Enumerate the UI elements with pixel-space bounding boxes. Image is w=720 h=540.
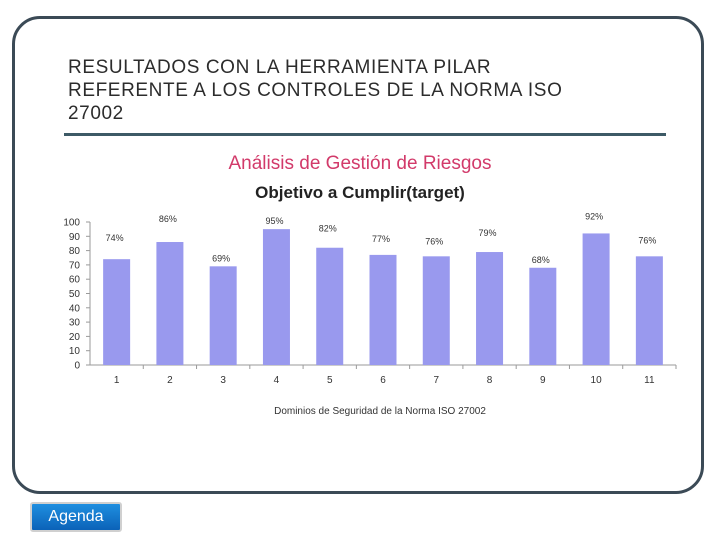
bar xyxy=(103,259,131,365)
y-tick-label: 50 xyxy=(69,289,81,300)
x-tick-label: 3 xyxy=(220,375,226,386)
data-label: 79% xyxy=(479,228,497,238)
x-tick-label: 7 xyxy=(433,375,439,386)
x-tick-label: 4 xyxy=(274,375,280,386)
bar xyxy=(156,242,184,365)
y-tick-label: 80 xyxy=(69,246,81,257)
bar xyxy=(316,247,344,365)
bar xyxy=(262,229,290,365)
y-tick-label: 10 xyxy=(69,346,81,357)
x-tick-label: 8 xyxy=(487,375,493,386)
data-label: 68% xyxy=(532,255,550,265)
title-divider xyxy=(64,133,666,136)
bar xyxy=(209,266,237,365)
y-tick-label: 20 xyxy=(69,332,81,343)
data-label: 77% xyxy=(372,234,390,244)
bar xyxy=(369,254,397,365)
data-label: 76% xyxy=(425,236,443,246)
x-tick-label: 6 xyxy=(380,375,386,386)
data-label: 74% xyxy=(106,233,124,243)
data-label: 82% xyxy=(319,224,337,234)
y-tick-label: 0 xyxy=(74,361,80,372)
slide-title: RESULTADOS CON LA HERRAMIENTA PILAR REFE… xyxy=(68,57,563,124)
agenda-button[interactable]: Agenda xyxy=(30,502,122,532)
bar xyxy=(529,267,557,365)
y-tick-label: 70 xyxy=(69,260,81,271)
x-tick-label: 10 xyxy=(591,375,603,386)
data-label: 69% xyxy=(212,253,230,263)
chart-subtitle: Objetivo a Cumplir(target) xyxy=(255,183,465,202)
x-axis-title: Dominios de Seguridad de la Norma ISO 27… xyxy=(274,406,486,417)
y-tick-label: 30 xyxy=(69,318,81,329)
x-tick-label: 11 xyxy=(644,375,655,386)
x-tick-label: 1 xyxy=(114,375,120,386)
bar xyxy=(635,256,663,365)
data-label: 95% xyxy=(265,216,283,226)
x-tick-label: 9 xyxy=(540,375,546,386)
data-label: 86% xyxy=(159,214,177,224)
y-tick-label: 90 xyxy=(69,232,81,243)
y-tick-label: 100 xyxy=(63,218,80,229)
bar xyxy=(476,252,504,365)
chart-title: Análisis de Gestión de Riesgos xyxy=(228,153,492,174)
data-label: 76% xyxy=(638,235,656,245)
y-tick-label: 60 xyxy=(69,275,81,286)
x-tick-label: 2 xyxy=(167,375,173,386)
data-label: 92% xyxy=(585,211,603,221)
y-tick-label: 40 xyxy=(69,303,81,314)
bar xyxy=(582,233,610,365)
x-tick-label: 5 xyxy=(327,375,333,386)
bar xyxy=(422,256,450,365)
